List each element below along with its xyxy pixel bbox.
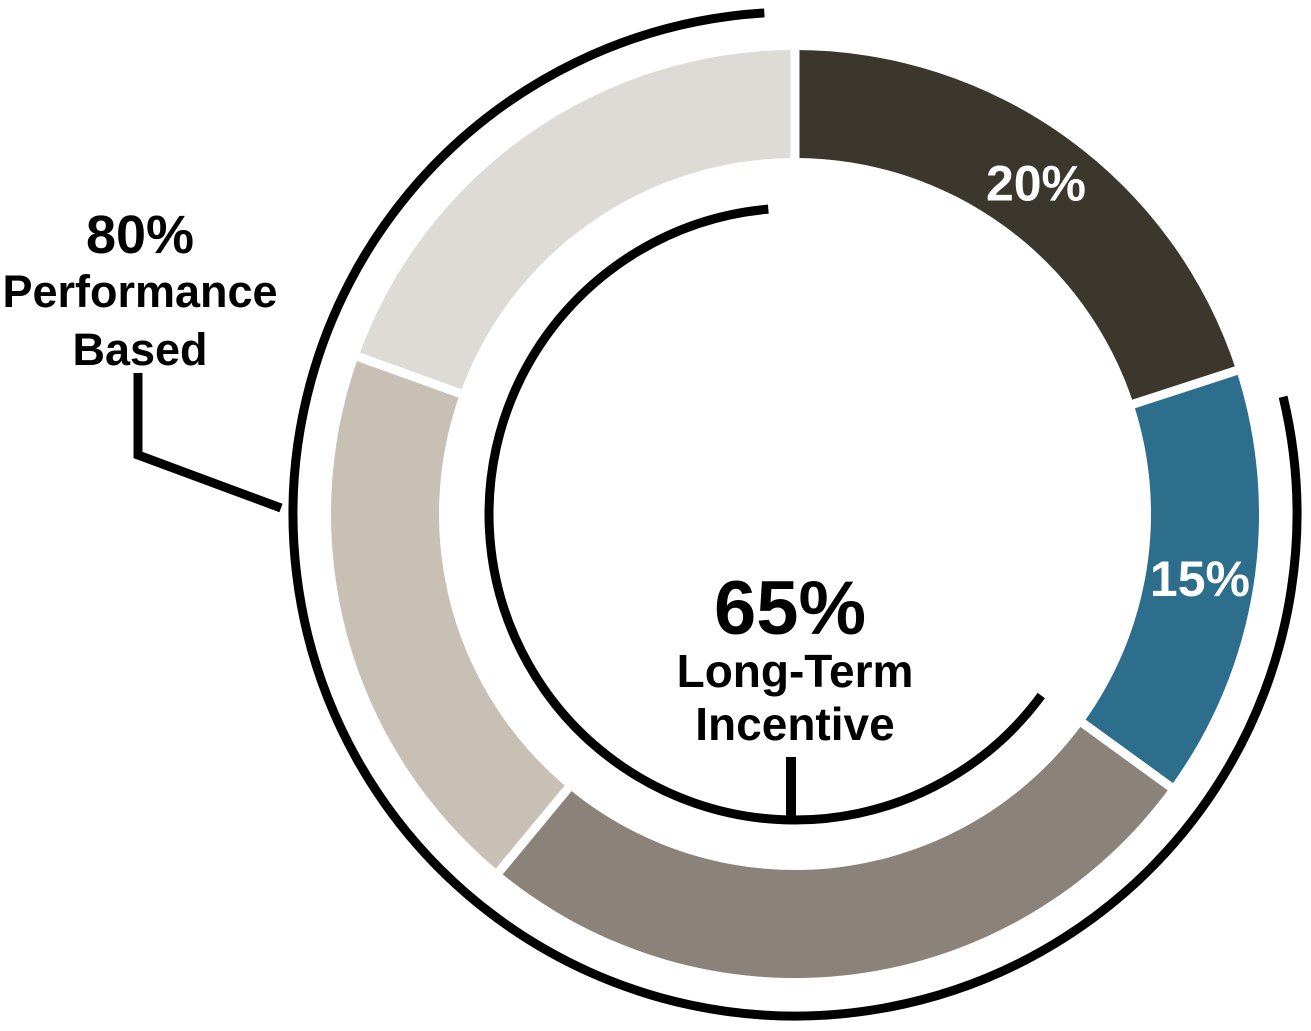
slice-separators <box>347 40 1248 883</box>
center-label-line-1: Long-Term <box>677 645 914 697</box>
slice-separator <box>1122 363 1248 412</box>
outer-bracket-label-value: 80% <box>86 205 194 265</box>
donut-slice <box>1083 370 1259 787</box>
slice-label: 15% <box>1150 551 1250 607</box>
slice-separator <box>347 349 471 402</box>
slice-label: 20% <box>986 155 1086 211</box>
slice-separator <box>489 777 578 883</box>
outer-bracket-connector-line <box>133 373 283 513</box>
donut-slice <box>795 50 1237 404</box>
outer-bracket-label-line-2: Based <box>72 324 207 375</box>
outer-bracket-label-line-1: Performance <box>2 266 277 317</box>
donut-slice <box>499 723 1171 978</box>
outer-bracket-arc <box>288 8 1302 1021</box>
center-label-line-2: Incentive <box>695 698 894 750</box>
donut-slice <box>331 356 569 872</box>
inner-bracket-arc <box>484 204 1045 825</box>
donut-slice <box>358 50 795 394</box>
slice-labels: 20% 15% <box>986 155 1250 607</box>
center-label-value: 65% <box>714 566 866 651</box>
donut-slices <box>331 50 1259 978</box>
slice-separator <box>1072 713 1182 797</box>
